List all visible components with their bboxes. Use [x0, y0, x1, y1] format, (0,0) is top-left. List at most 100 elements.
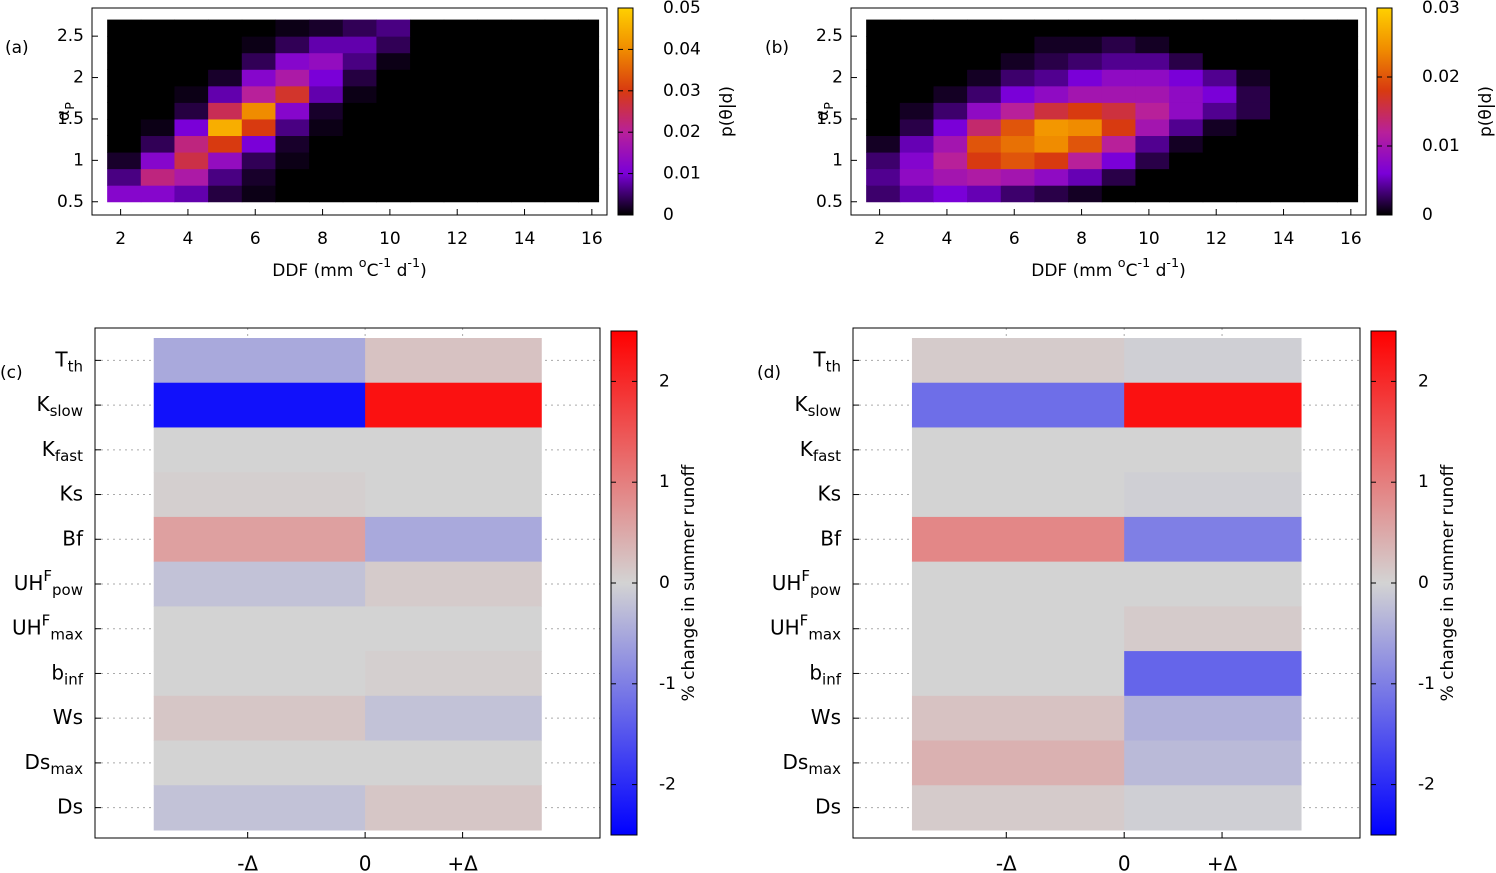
panel-label: (a): [5, 38, 29, 58]
y-tick-label: Bf: [62, 526, 84, 550]
x-tick-label: 10: [379, 229, 401, 249]
heatmap-cell: [1101, 19, 1136, 37]
heatmap-cell: [477, 19, 512, 37]
heatmap-cell: [140, 118, 175, 137]
heatmap-cell: [443, 19, 478, 37]
heatmap-cell: [544, 19, 579, 37]
y-tick-label: Ws: [811, 705, 841, 729]
heatmap-cell: [1337, 19, 1359, 37]
heatmap-cell: [1236, 152, 1271, 170]
heatmap-cell: [309, 102, 344, 120]
heatmap-cell: [1236, 52, 1271, 70]
heatmap-cell: [1124, 427, 1302, 473]
x-axis-label: DDF (mm oC-1 d-1): [272, 256, 427, 282]
heatmap-cell: [342, 152, 377, 170]
heatmap-cell: [1101, 168, 1136, 186]
heatmap-cell: [376, 69, 411, 87]
heatmap-cell: [866, 52, 901, 70]
colorbar: [1376, 7, 1393, 216]
heatmap-cell: [1236, 69, 1271, 87]
heatmap-cell: [342, 168, 377, 186]
heatmap-cell: [1202, 168, 1237, 186]
heatmap-cell: [1101, 36, 1136, 54]
heatmap-cell: [342, 135, 377, 153]
y-tick-label: binf: [51, 660, 83, 688]
heatmap-cell: [140, 185, 175, 203]
heatmap-cell: [1000, 118, 1035, 137]
label-part: DDF (mm: [272, 261, 359, 281]
heatmap-cell: [241, 19, 276, 37]
label-part: d: [391, 261, 407, 281]
heatmap-cell: [208, 102, 243, 120]
heatmap-cell: [1034, 168, 1069, 186]
heatmap-cell: [477, 135, 512, 153]
heatmap-cell: [208, 185, 243, 203]
heatmap-cell: [899, 69, 934, 87]
heatmap-cell: [410, 185, 445, 203]
heatmap-cell: [1101, 118, 1136, 137]
heatmap-cell: [1169, 185, 1204, 203]
heatmap-cell: [899, 102, 934, 120]
heatmap-cell: [443, 102, 478, 120]
heatmap-cell: [1169, 135, 1204, 153]
heatmap-cell: [1000, 52, 1035, 70]
heatmap-cell: [376, 19, 411, 37]
heatmap-cell: [107, 185, 142, 203]
heatmap-cell: [866, 168, 901, 186]
heatmap-cell: [544, 69, 579, 87]
heatmap-cell: [911, 561, 1125, 607]
heatmap-cell: [107, 135, 142, 153]
y-tick-label: 2.5: [57, 26, 84, 46]
heatmap-cell: [1000, 152, 1035, 170]
heatmap-cell: [544, 36, 579, 54]
x-tick-label: 2: [115, 229, 126, 249]
heatmap-cell: [1068, 52, 1103, 70]
heatmap-cell: [153, 382, 366, 428]
heatmap-cell: [1169, 52, 1204, 70]
heatmap-cell: [933, 135, 968, 153]
label-part: F: [800, 611, 809, 629]
heatmap-cell: [1337, 36, 1359, 54]
heatmap-cell: [365, 785, 542, 831]
heatmap-cell: [1303, 135, 1338, 153]
colorbar-tick-label: 1: [659, 472, 670, 492]
heatmap-cell: [578, 118, 600, 137]
plot-frame: [91, 7, 608, 216]
heatmap-cell: [443, 135, 478, 153]
heatmap-cell: [911, 382, 1125, 428]
heatmap-cell: [410, 85, 445, 103]
heatmap-cell: [365, 740, 542, 786]
heatmap-cell: [1337, 168, 1359, 186]
heatmap-cell: [511, 118, 546, 137]
heatmap-cell: [1169, 69, 1204, 87]
heatmap-cell: [443, 168, 478, 186]
heatmap-cell: [967, 135, 1002, 153]
x-tick-label: -Δ: [237, 852, 258, 873]
heatmap-cell: [866, 135, 901, 153]
label-part: fast: [813, 446, 841, 464]
heatmap-cell: [174, 118, 209, 137]
heatmap-cell: [1270, 135, 1305, 153]
heatmap-cell: [275, 52, 310, 70]
heatmap-cell: [511, 102, 546, 120]
heatmap-cell: [241, 52, 276, 70]
label-part: b: [51, 660, 64, 684]
x-tick-label: 12: [446, 229, 468, 249]
heatmap-cell: [410, 152, 445, 170]
heatmap-cell: [241, 36, 276, 54]
colorbar-tick-label: 0.05: [663, 0, 701, 18]
heatmap-cell: [911, 785, 1125, 831]
heatmap-cell: [174, 85, 209, 103]
y-tick-label: 1: [73, 150, 84, 170]
heatmap-cell: [1337, 185, 1359, 203]
y-tick-label: Ws: [53, 705, 83, 729]
heatmap-cell: [477, 69, 512, 87]
heatmap-cell: [1202, 19, 1237, 37]
heatmap-cell: [511, 36, 546, 54]
heatmap-cell: [1124, 740, 1302, 786]
heatmap-cell: [967, 185, 1002, 203]
heatmap-cell: [1034, 52, 1069, 70]
heatmap-cell: [1270, 118, 1305, 137]
heatmap-cell: [309, 118, 344, 137]
y-axis-label: αP: [813, 102, 837, 121]
